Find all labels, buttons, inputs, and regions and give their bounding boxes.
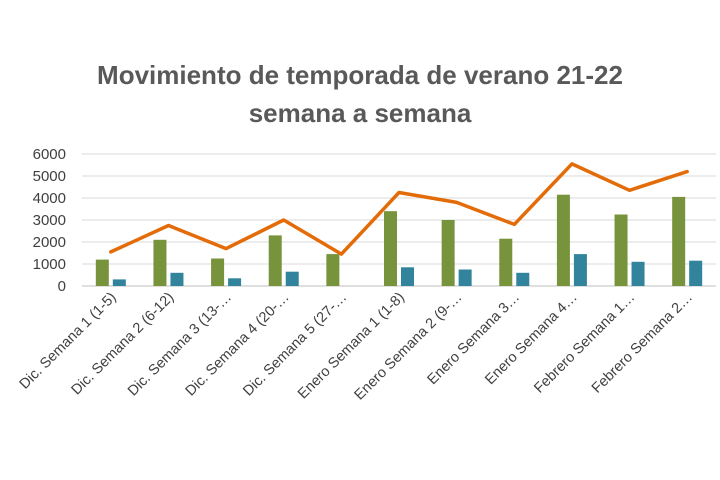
x-tick-label: Enero Semana 2 (9-… (352, 290, 466, 404)
chart-title-line-1: Movimiento de temporada de verano 21-22 (97, 60, 623, 90)
series-line (109, 162, 689, 256)
x-tick-label: Dic. Semana 1 (1-5) (17, 290, 120, 393)
bar (499, 238, 513, 286)
y-tick-label: 6000 (33, 146, 66, 163)
y-tick-label: 4000 (33, 190, 66, 207)
x-tick-label: Dic. Semana 2 (6-12) (69, 290, 178, 399)
y-tick-label: 2000 (33, 234, 66, 251)
x-tick-label: Febrero Semana 1… (531, 290, 638, 397)
bar (153, 239, 167, 286)
x-tick-label: Dic. Semana 3 (13-… (125, 290, 235, 400)
bar (285, 271, 299, 286)
bar (384, 211, 397, 286)
x-tick-label: Enero Semana 1 (1-8) (295, 290, 408, 403)
x-tick-label: Dic. Semana 5 (27-… (240, 290, 350, 400)
bar (95, 259, 109, 286)
bar (516, 272, 530, 286)
chart-title-line-2: semana a semana (248, 98, 472, 128)
bar (326, 254, 340, 286)
y-tick-label: 1000 (33, 256, 66, 273)
bar (614, 214, 628, 286)
bar (112, 279, 126, 286)
y-tick-label: 5000 (33, 168, 66, 185)
bar (170, 272, 184, 286)
x-tick-label: Dic. Semana 4 (20-… (183, 290, 293, 400)
x-tick-label: Febrero Semana 2… (589, 290, 696, 397)
bar (441, 220, 455, 286)
y-tick-label: 3000 (33, 212, 66, 229)
bar (228, 278, 242, 286)
bar (573, 254, 587, 286)
bar (458, 269, 472, 286)
bar (631, 261, 645, 286)
y-tick-label: 0 (58, 278, 66, 295)
bar (268, 235, 282, 286)
bar (401, 267, 414, 286)
bar (556, 194, 570, 286)
bar (689, 260, 703, 286)
bar (672, 196, 686, 286)
bar (211, 258, 225, 286)
